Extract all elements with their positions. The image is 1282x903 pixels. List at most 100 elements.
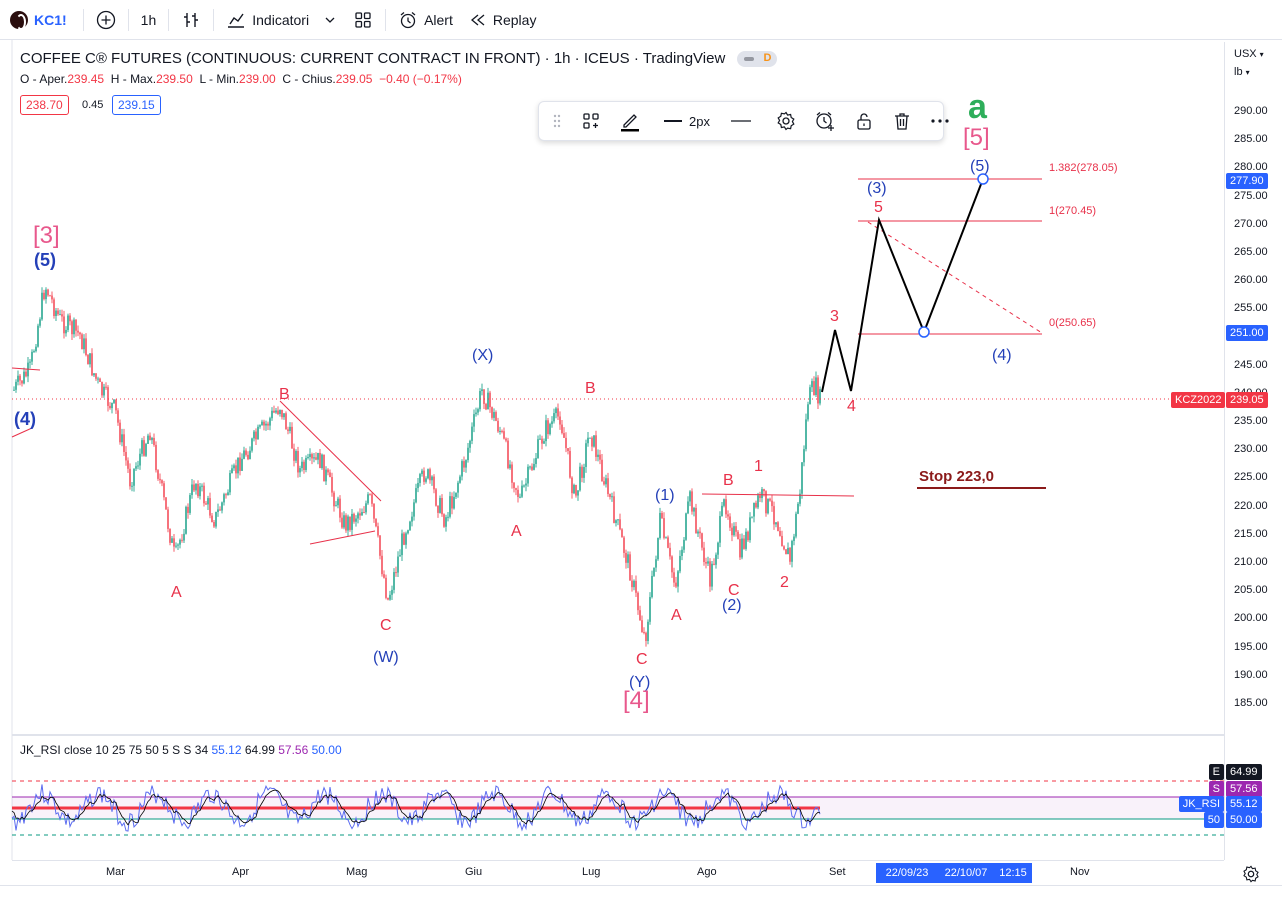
- wave-label-c3[interactable]: C: [728, 582, 740, 599]
- wave-label-4-minor[interactable]: (4): [992, 347, 1012, 364]
- buy-price-box[interactable]: 239.15: [112, 95, 161, 115]
- l-label: L - Min.: [199, 72, 240, 87]
- indicators-icon: [228, 13, 245, 28]
- alarm-clock-icon: [400, 11, 416, 28]
- bar-style-button[interactable]: [173, 4, 209, 36]
- wave-label-a2[interactable]: A: [511, 523, 522, 540]
- rsi-tag-key: JK_RSI: [1178, 796, 1224, 812]
- wave-label-5-major[interactable]: [5]: [963, 124, 990, 151]
- wave-label-2-minor[interactable]: (2): [722, 597, 742, 614]
- range-start-tag: 22/09/23: [876, 863, 938, 883]
- interval-button[interactable]: 1h: [140, 11, 157, 28]
- price-tick-label: 195.00: [1234, 640, 1268, 653]
- price-tick-label: 275.00: [1234, 189, 1268, 202]
- add-symbol-button[interactable]: [88, 4, 124, 36]
- stop-label[interactable]: Stop 223,0: [919, 468, 995, 485]
- rsi-tag-value: 50.00: [1226, 812, 1262, 828]
- axis-settings-button[interactable]: [1242, 865, 1260, 888]
- c-label: C - Chius.: [282, 72, 336, 87]
- price-tick-label: 185.00: [1234, 697, 1268, 709]
- line-color-button[interactable]: [613, 105, 647, 137]
- replay-button[interactable]: Replay: [461, 4, 545, 36]
- line-width-icon: [664, 120, 682, 122]
- currency-selector[interactable]: USX ▾: [1234, 48, 1264, 60]
- price-tick-label: 260.00: [1234, 274, 1268, 287]
- templates-button[interactable]: [345, 4, 381, 36]
- rsi-tag-key: S: [1208, 781, 1224, 797]
- range-time-tag: 12:15: [994, 863, 1032, 883]
- wave-label-3[interactable]: 3: [830, 308, 839, 325]
- chart-legend: COFFEE C® FUTURES (CONTINUOUS: CURRENT C…: [20, 50, 778, 87]
- line-width-button[interactable]: 2px: [657, 105, 716, 137]
- drag-handle-icon: [553, 114, 561, 128]
- bottom-toolbar: [0, 885, 1282, 903]
- rsi-tag-value: 55.12: [1226, 796, 1262, 812]
- drawing-toolbar: 2px: [538, 101, 949, 141]
- l-value: 239.00: [239, 72, 276, 87]
- h-label: H - Max.: [110, 72, 157, 87]
- price-tick-label: 235.00: [1234, 415, 1268, 428]
- indicators-button[interactable]: Indicatori: [218, 4, 345, 36]
- rsi-tag-value: 57.56: [1226, 781, 1262, 797]
- price-tick-label: 210.00: [1234, 556, 1268, 569]
- wave-label-3-minor[interactable]: (3): [867, 180, 887, 197]
- drag-handle[interactable]: [547, 105, 567, 137]
- wave-label-4-left[interactable]: (4): [14, 409, 36, 429]
- wave-label-a3[interactable]: A: [671, 607, 682, 624]
- more-button[interactable]: [924, 105, 956, 137]
- legend-title: COFFEE C® FUTURES (CONTINUOUS: CURRENT C…: [20, 50, 778, 68]
- wave-label-x[interactable]: (X): [472, 347, 494, 364]
- alert-add-icon: [816, 112, 834, 131]
- top-toolbar: KC1! 1h Indicatori Alert Replay: [0, 0, 1282, 40]
- rsi-legend-title: JK_RSI close 10 25 75 50 5 S S 34: [20, 743, 209, 757]
- settings-button[interactable]: [770, 105, 802, 137]
- time-tick-label: Lug: [582, 866, 601, 878]
- projection-path[interactable]: [821, 178, 984, 393]
- price-tick-label: 280.00: [1234, 161, 1268, 174]
- o-label: O - Aper.: [20, 72, 68, 87]
- symbol-button[interactable]: KC1!: [34, 11, 67, 28]
- trendlines: [11, 178, 1043, 545]
- price-chart[interactable]: [0, 40, 1224, 885]
- wave-label-4[interactable]: 4: [847, 398, 856, 415]
- wave-label-5[interactable]: 5: [874, 199, 883, 216]
- add-alert-button[interactable]: [808, 105, 842, 137]
- wave-label-y[interactable]: (Y): [629, 674, 651, 691]
- wave-label-c2[interactable]: C: [636, 651, 648, 668]
- wave-label-b3[interactable]: B: [723, 472, 734, 489]
- grid-icon: [355, 11, 371, 28]
- wave-label-4-major[interactable]: [4]: [623, 687, 650, 714]
- time-tick-label: Mar: [106, 866, 125, 878]
- unlock-icon: [857, 113, 871, 130]
- line-style-button[interactable]: [724, 105, 758, 137]
- delayed-badge[interactable]: D: [737, 51, 778, 68]
- wave-label-b2[interactable]: B: [585, 380, 596, 397]
- replay-label: Replay: [492, 11, 537, 28]
- wave-label-3-major[interactable]: [3]: [33, 222, 60, 249]
- wave-label-1-minor[interactable]: (1): [655, 487, 675, 504]
- unit-label: lb: [1234, 66, 1243, 78]
- wave-label-a1[interactable]: A: [171, 584, 182, 601]
- wave-label-1[interactable]: 1: [754, 458, 763, 475]
- wave-label-5-minor[interactable]: (5): [970, 158, 990, 175]
- contract-tag: KCZ2022: [1171, 392, 1226, 408]
- wave-label-b1[interactable]: B: [279, 386, 290, 403]
- price-tick-label: 245.00: [1234, 358, 1268, 371]
- alert-label: Alert: [424, 11, 453, 28]
- template-icon: [583, 113, 599, 129]
- sell-price-box[interactable]: 238.70: [20, 95, 69, 115]
- lock-button[interactable]: [848, 105, 880, 137]
- wave-label-a[interactable]: a: [968, 88, 987, 126]
- projection-point[interactable]: [918, 326, 930, 338]
- projection-point[interactable]: [977, 173, 989, 185]
- price-axis[interactable]: [1224, 42, 1282, 860]
- wave-label-c1[interactable]: C: [380, 617, 392, 634]
- alert-button[interactable]: Alert: [390, 4, 461, 36]
- template-button[interactable]: [575, 105, 607, 137]
- time-axis[interactable]: [12, 860, 1224, 885]
- unit-selector[interactable]: lb ▾: [1234, 66, 1250, 78]
- wave-label-5-left[interactable]: (5): [34, 250, 56, 270]
- delete-button[interactable]: [886, 105, 918, 137]
- wave-label-w[interactable]: (W): [373, 649, 399, 666]
- wave-label-2[interactable]: 2: [780, 574, 789, 591]
